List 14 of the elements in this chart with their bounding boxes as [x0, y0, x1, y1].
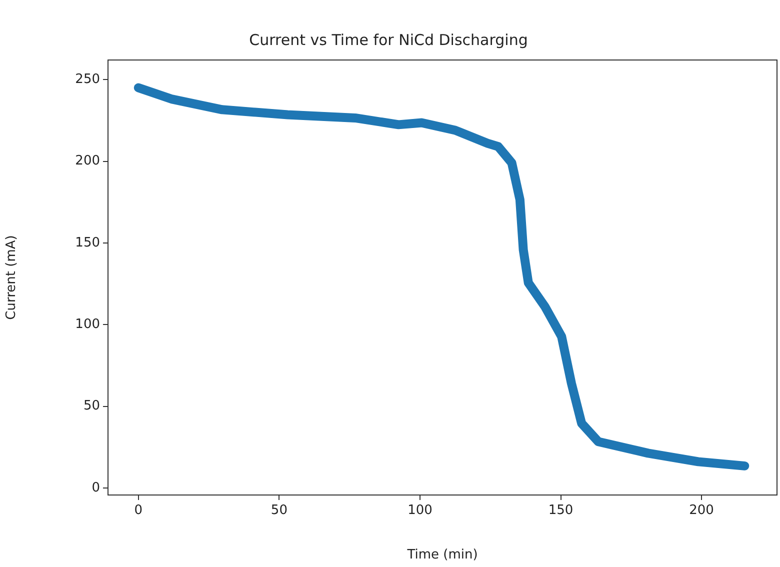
y-axis-title: Current (mA)	[4, 235, 20, 320]
x-tick-label: 100	[408, 503, 432, 518]
x-tick-label: 50	[270, 503, 288, 518]
x-axis-title: Time (min)	[406, 548, 478, 563]
x-tick-label: 200	[689, 503, 714, 518]
y-tick-label: 0	[92, 480, 100, 496]
y-tick-label: 200	[75, 154, 100, 169]
y-tick-label: 150	[75, 235, 100, 250]
y-tick-label: 100	[75, 317, 100, 332]
y-tick-label: 50	[83, 398, 100, 414]
chart-title: Current vs Time for NiCd Discharging	[249, 30, 528, 49]
y-tick-label: 250	[75, 72, 100, 87]
x-tick-label: 150	[548, 503, 574, 518]
x-tick-label: 0	[134, 503, 143, 518]
